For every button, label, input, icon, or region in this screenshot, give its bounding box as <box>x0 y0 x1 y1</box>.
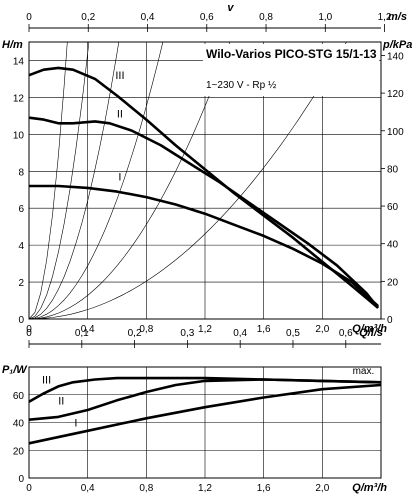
velocity-tick-label: 0,6 <box>200 12 214 23</box>
y-tick-label: 40 <box>13 419 25 430</box>
right-tick-label: 80 <box>387 164 399 175</box>
right-tick-label: 60 <box>387 202 399 213</box>
y-tick-label: 8 <box>18 167 24 178</box>
flow-ls-tick-label: 0,6 <box>339 328 353 339</box>
flow-ls-tick-label: 0,3 <box>180 328 194 339</box>
y-tick-label: 2 <box>18 278 24 289</box>
y-tick-label: 4 <box>18 241 24 252</box>
system-curve <box>28 41 164 320</box>
x-tick-label: 0 <box>26 324 32 335</box>
right-tick-label: 120 <box>387 89 404 100</box>
y-tick-label: 14 <box>13 56 25 67</box>
right-tick-label: 20 <box>387 277 399 288</box>
system-curve <box>28 41 68 320</box>
flow-ls-axis-label: Q/l/s <box>359 327 383 339</box>
title-box <box>203 44 379 96</box>
power-line-i <box>28 383 382 445</box>
y-tick-label: 12 <box>13 93 25 104</box>
series-label-i: I <box>118 172 121 184</box>
series-line-ii <box>28 116 380 309</box>
flow-ls-tick-label: 0,4 <box>233 328 247 339</box>
power-label-i: I <box>74 418 77 430</box>
series-line-iii <box>28 66 379 309</box>
y-axis-label: P₁/W <box>2 364 28 376</box>
flow-ls-tick-label: 0 <box>26 328 32 339</box>
chart-title: Wilo-Varios PICO-STG 15/1-13 <box>206 47 377 61</box>
right-axis-label: p/kPa <box>382 39 412 51</box>
velocity-axis-label: v <box>227 2 234 14</box>
system-curve <box>28 41 347 320</box>
series-line-i <box>29 184 379 308</box>
plot-frame-top <box>28 41 382 320</box>
velocity-tick-label: 1,0 <box>318 12 332 23</box>
right-tick-label: 100 <box>387 127 404 138</box>
power-line-ii <box>28 378 382 421</box>
velocity-unit-label: m/s <box>388 11 407 23</box>
x-axis-label: Q/m³/h <box>352 323 387 335</box>
x-tick-label: 0,8 <box>139 483 153 494</box>
velocity-tick-label: 0,2 <box>81 12 95 23</box>
x-tick-label: 1,2 <box>198 483 212 494</box>
chart-subtitle: 1~230 V - Rp ½ <box>206 80 277 91</box>
y-axis-label: H/m <box>2 39 23 51</box>
right-tick-label: 0 <box>387 315 393 326</box>
flow-ls-tick-label: 0,1 <box>75 328 89 339</box>
x-tick-label: 0 <box>26 483 32 494</box>
series-label-ii: II <box>117 109 123 121</box>
plot-frame-bottom <box>28 366 382 479</box>
velocity-tick-label: 1,2 <box>378 12 392 23</box>
x-tick-label: 0,4 <box>81 483 95 494</box>
series-label-iii: III <box>115 70 124 82</box>
y-tick-label: 10 <box>13 130 25 141</box>
y-tick-label: 6 <box>18 204 24 215</box>
system-curve <box>28 41 120 320</box>
right-tick-label: 140 <box>387 51 404 62</box>
flow-ls-tick-label: 0,5 <box>286 328 300 339</box>
y-tick-label: 20 <box>13 446 25 457</box>
power-label-iii: III <box>42 375 51 387</box>
y-tick-label: 60 <box>13 391 25 402</box>
x-tick-label: 0,8 <box>139 324 153 335</box>
right-tick-label: 40 <box>387 240 399 251</box>
x-tick-label: 1,6 <box>257 483 271 494</box>
power-label-ii: II <box>58 395 64 407</box>
velocity-tick-label: 0 <box>26 12 32 23</box>
system-curve <box>28 41 90 320</box>
max-annotation: max. <box>353 366 375 377</box>
velocity-tick-label: 0,4 <box>141 12 155 23</box>
flow-ls-tick-label: 0,2 <box>128 328 142 339</box>
y-tick-label: 0 <box>18 474 24 485</box>
x-tick-label: 1,6 <box>257 324 271 335</box>
velocity-tick-label: 0,8 <box>259 12 273 23</box>
y-tick-label: 0 <box>18 315 24 326</box>
x-tick-label: 0,4 <box>81 324 95 335</box>
x-axis-label: Q/m³/h <box>352 482 387 494</box>
x-tick-label: 1,2 <box>198 324 212 335</box>
x-tick-label: 2,0 <box>315 483 329 494</box>
x-tick-label: 2,0 <box>315 324 329 335</box>
system-curve <box>28 41 231 320</box>
